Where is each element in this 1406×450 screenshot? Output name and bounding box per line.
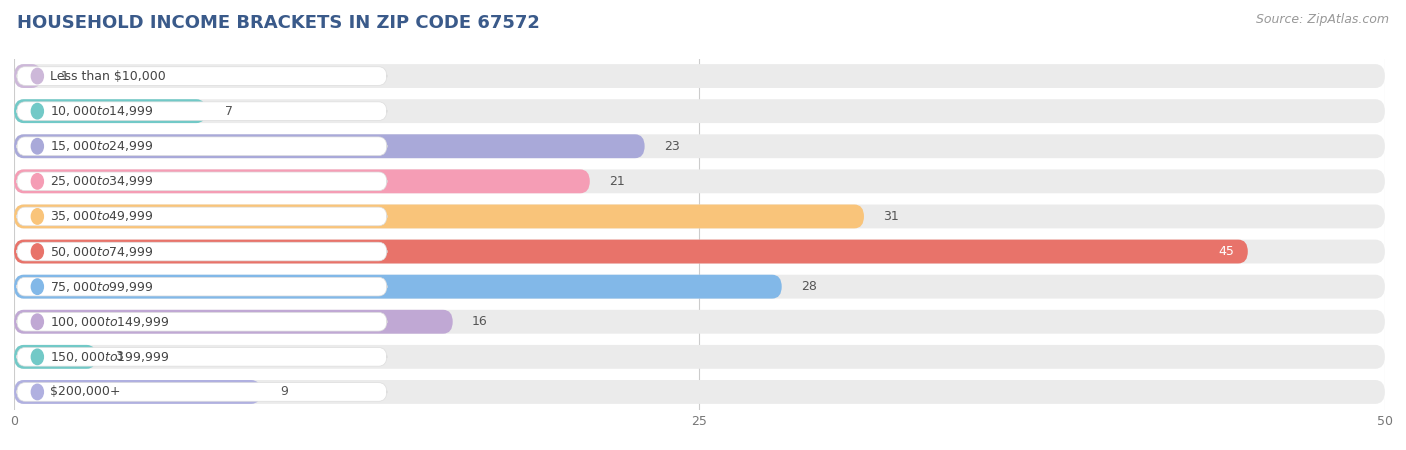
Text: $200,000+: $200,000+ <box>49 386 120 398</box>
FancyBboxPatch shape <box>14 134 1385 158</box>
Text: 21: 21 <box>609 175 624 188</box>
FancyBboxPatch shape <box>14 64 1385 88</box>
Text: $150,000 to $199,999: $150,000 to $199,999 <box>49 350 169 364</box>
Circle shape <box>31 384 44 400</box>
Text: 31: 31 <box>883 210 898 223</box>
FancyBboxPatch shape <box>14 99 1385 123</box>
FancyBboxPatch shape <box>17 67 387 86</box>
FancyBboxPatch shape <box>17 347 387 366</box>
FancyBboxPatch shape <box>14 345 1385 369</box>
Circle shape <box>31 209 44 224</box>
Circle shape <box>31 279 44 294</box>
Text: 28: 28 <box>801 280 817 293</box>
Circle shape <box>31 104 44 119</box>
FancyBboxPatch shape <box>14 169 1385 194</box>
FancyBboxPatch shape <box>17 277 387 296</box>
FancyBboxPatch shape <box>14 274 782 299</box>
Circle shape <box>31 174 44 189</box>
FancyBboxPatch shape <box>14 239 1385 264</box>
FancyBboxPatch shape <box>14 274 1385 299</box>
Text: 45: 45 <box>1218 245 1234 258</box>
FancyBboxPatch shape <box>17 312 387 331</box>
FancyBboxPatch shape <box>14 204 863 229</box>
Text: 7: 7 <box>225 105 233 117</box>
Circle shape <box>31 349 44 364</box>
FancyBboxPatch shape <box>14 380 1385 404</box>
Text: 9: 9 <box>280 386 288 398</box>
Text: 16: 16 <box>472 315 488 328</box>
Circle shape <box>31 139 44 154</box>
Text: $10,000 to $14,999: $10,000 to $14,999 <box>49 104 153 118</box>
Circle shape <box>31 314 44 329</box>
FancyBboxPatch shape <box>14 380 262 404</box>
FancyBboxPatch shape <box>17 242 387 261</box>
Text: $25,000 to $34,999: $25,000 to $34,999 <box>49 174 153 189</box>
FancyBboxPatch shape <box>17 382 387 401</box>
FancyBboxPatch shape <box>14 204 1385 229</box>
FancyBboxPatch shape <box>14 64 42 88</box>
FancyBboxPatch shape <box>14 310 453 334</box>
Text: $35,000 to $49,999: $35,000 to $49,999 <box>49 209 153 224</box>
FancyBboxPatch shape <box>17 207 387 226</box>
Text: HOUSEHOLD INCOME BRACKETS IN ZIP CODE 67572: HOUSEHOLD INCOME BRACKETS IN ZIP CODE 67… <box>17 14 540 32</box>
Text: 3: 3 <box>115 351 124 363</box>
Circle shape <box>31 68 44 84</box>
FancyBboxPatch shape <box>14 310 1385 334</box>
FancyBboxPatch shape <box>17 172 387 191</box>
Text: Less than $10,000: Less than $10,000 <box>49 70 166 82</box>
FancyBboxPatch shape <box>14 169 591 194</box>
FancyBboxPatch shape <box>14 134 644 158</box>
FancyBboxPatch shape <box>14 345 96 369</box>
FancyBboxPatch shape <box>14 99 207 123</box>
FancyBboxPatch shape <box>17 137 387 156</box>
Text: $15,000 to $24,999: $15,000 to $24,999 <box>49 139 153 153</box>
Circle shape <box>31 244 44 259</box>
Text: 23: 23 <box>664 140 679 153</box>
Text: $75,000 to $99,999: $75,000 to $99,999 <box>49 279 153 294</box>
FancyBboxPatch shape <box>17 102 387 121</box>
Text: Source: ZipAtlas.com: Source: ZipAtlas.com <box>1256 14 1389 27</box>
Text: $100,000 to $149,999: $100,000 to $149,999 <box>49 315 169 329</box>
Text: 1: 1 <box>60 70 69 82</box>
Text: $50,000 to $74,999: $50,000 to $74,999 <box>49 244 153 259</box>
FancyBboxPatch shape <box>14 239 1249 264</box>
